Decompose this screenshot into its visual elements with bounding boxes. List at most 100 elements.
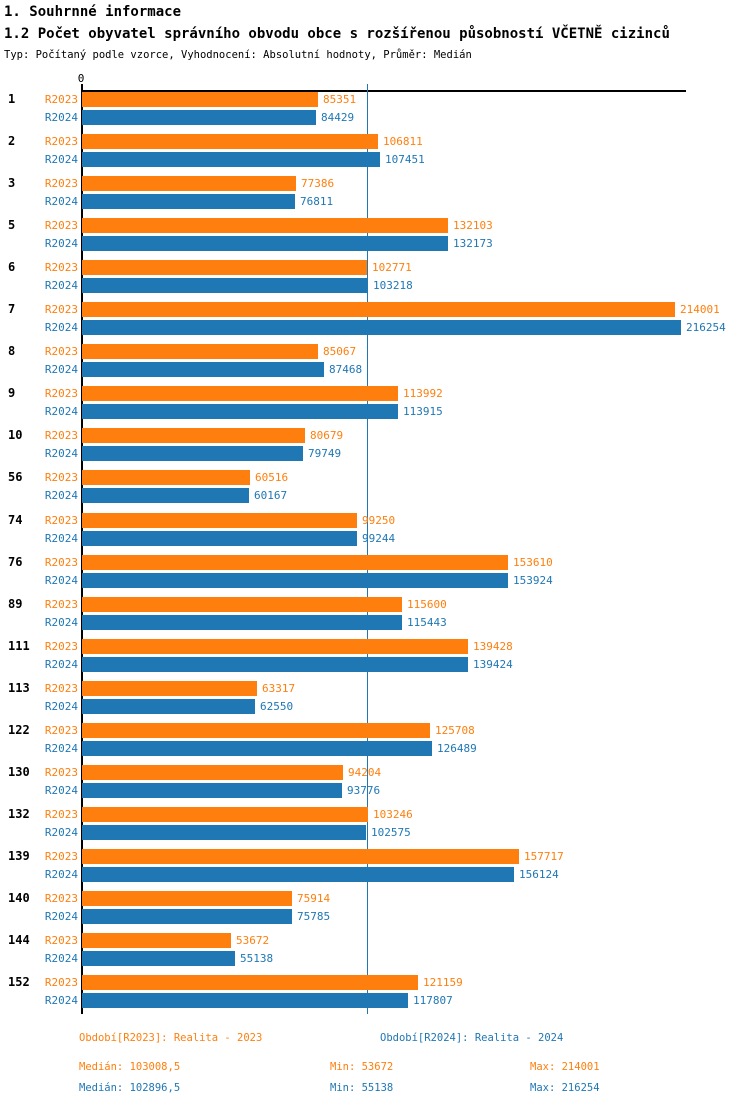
bar-r2023 <box>82 470 250 485</box>
series-label-r2023: R2023 <box>44 682 78 695</box>
x-axis-zero-tick-label: 0 <box>77 72 85 85</box>
series-label-r2024: R2024 <box>44 574 78 587</box>
series-label-r2023: R2023 <box>44 93 78 106</box>
category-label: 89 <box>8 597 23 611</box>
series-label-r2024: R2024 <box>44 405 78 418</box>
bar-r2023 <box>82 597 402 612</box>
bar-r2023 <box>82 933 231 948</box>
value-label-r2023: 85351 <box>323 93 357 106</box>
series-label-r2023: R2023 <box>44 892 78 905</box>
category-label: 10 <box>8 428 23 442</box>
bar-r2023 <box>82 849 519 864</box>
series-label-r2024: R2024 <box>44 279 78 292</box>
category-label: 140 <box>8 891 30 905</box>
series-label-r2024: R2024 <box>44 363 78 376</box>
category-label: 56 <box>8 470 23 484</box>
bar-r2024 <box>82 404 398 419</box>
series-label-r2024: R2024 <box>44 321 78 334</box>
value-label-r2023: 157717 <box>524 850 564 863</box>
series-label-r2023: R2023 <box>44 808 78 821</box>
value-label-r2024: 99244 <box>362 532 396 545</box>
value-label-r2023: 106811 <box>383 135 423 148</box>
category-label: 139 <box>8 849 30 863</box>
series-label-r2023: R2023 <box>44 724 78 737</box>
legend-median-r2023: Medián: 103008,5 <box>79 1061 181 1073</box>
category-label: 76 <box>8 555 23 569</box>
category-label: 132 <box>8 807 30 821</box>
legend-period-r2024: Období[R2024]: Realita - 2024 <box>380 1032 564 1044</box>
bar-r2023 <box>82 555 508 570</box>
bar-r2024 <box>82 573 508 588</box>
median-reference-line <box>367 84 368 1014</box>
bar-r2024 <box>82 531 357 546</box>
value-label-r2023: 132103 <box>453 219 493 232</box>
value-label-r2024: 102575 <box>371 826 411 839</box>
series-label-r2024: R2024 <box>44 952 78 965</box>
value-label-r2024: 79749 <box>308 447 342 460</box>
series-label-r2024: R2024 <box>44 868 78 881</box>
series-label-r2023: R2023 <box>44 850 78 863</box>
bar-r2023 <box>82 260 367 275</box>
category-label: 5 <box>8 218 16 232</box>
value-label-r2024: 153924 <box>513 574 553 587</box>
series-label-r2024: R2024 <box>44 994 78 1007</box>
chart-title: 1.2 Počet obyvatel správního obvodu obce… <box>4 26 670 42</box>
report-section-title: 1. Souhrnné informace <box>4 4 182 20</box>
bar-r2024 <box>82 362 324 377</box>
value-label-r2023: 139428 <box>473 640 513 653</box>
value-label-r2023: 94204 <box>348 766 382 779</box>
value-label-r2024: 107451 <box>385 153 425 166</box>
value-label-r2023: 99250 <box>362 514 396 527</box>
bar-r2023 <box>82 92 318 107</box>
value-label-r2023: 77386 <box>301 177 335 190</box>
value-label-r2023: 60516 <box>255 471 289 484</box>
legend-max-r2023: Max: 214001 <box>530 1061 600 1073</box>
category-label: 3 <box>8 176 16 190</box>
bar-r2024 <box>82 993 408 1008</box>
value-label-r2023: 153610 <box>513 556 553 569</box>
value-label-r2023: 102771 <box>372 261 412 274</box>
series-label-r2023: R2023 <box>44 345 78 358</box>
bar-r2024 <box>82 615 402 630</box>
bar-r2023 <box>82 681 257 696</box>
value-label-r2024: 113915 <box>403 405 443 418</box>
bar-r2023 <box>82 428 305 443</box>
bar-r2024 <box>82 909 292 924</box>
value-label-r2024: 126489 <box>437 742 477 755</box>
legend-min-r2024: Min: 55138 <box>330 1082 394 1094</box>
series-label-r2024: R2024 <box>44 532 78 545</box>
series-label-r2023: R2023 <box>44 514 78 527</box>
value-label-r2024: 55138 <box>240 952 274 965</box>
bar-r2023 <box>82 891 292 906</box>
category-label: 9 <box>8 386 16 400</box>
value-label-r2024: 103218 <box>373 279 413 292</box>
value-label-r2024: 62550 <box>260 700 294 713</box>
legend-max-r2024: Max: 216254 <box>530 1082 600 1094</box>
bar-r2024 <box>82 320 681 335</box>
series-label-r2023: R2023 <box>44 976 78 989</box>
value-label-r2023: 103246 <box>373 808 413 821</box>
value-label-r2024: 60167 <box>254 489 288 502</box>
series-label-r2023: R2023 <box>44 640 78 653</box>
value-label-r2024: 76811 <box>300 195 334 208</box>
value-label-r2023: 125708 <box>435 724 475 737</box>
value-label-r2024: 117807 <box>413 994 453 1007</box>
series-label-r2024: R2024 <box>44 910 78 923</box>
series-label-r2024: R2024 <box>44 447 78 460</box>
bar-r2023 <box>82 807 368 822</box>
series-label-r2023: R2023 <box>44 303 78 316</box>
value-label-r2024: 93776 <box>347 784 381 797</box>
legend-median-r2024: Medián: 102896,5 <box>79 1082 181 1094</box>
category-label: 113 <box>8 681 30 695</box>
series-label-r2023: R2023 <box>44 135 78 148</box>
series-label-r2024: R2024 <box>44 742 78 755</box>
series-label-r2024: R2024 <box>44 700 78 713</box>
category-label: 1 <box>8 92 16 106</box>
series-label-r2024: R2024 <box>44 616 78 629</box>
series-label-r2024: R2024 <box>44 489 78 502</box>
value-label-r2024: 87468 <box>329 363 363 376</box>
bar-r2023 <box>82 344 318 359</box>
series-label-r2024: R2024 <box>44 195 78 208</box>
series-label-r2023: R2023 <box>44 219 78 232</box>
category-label: 130 <box>8 765 30 779</box>
